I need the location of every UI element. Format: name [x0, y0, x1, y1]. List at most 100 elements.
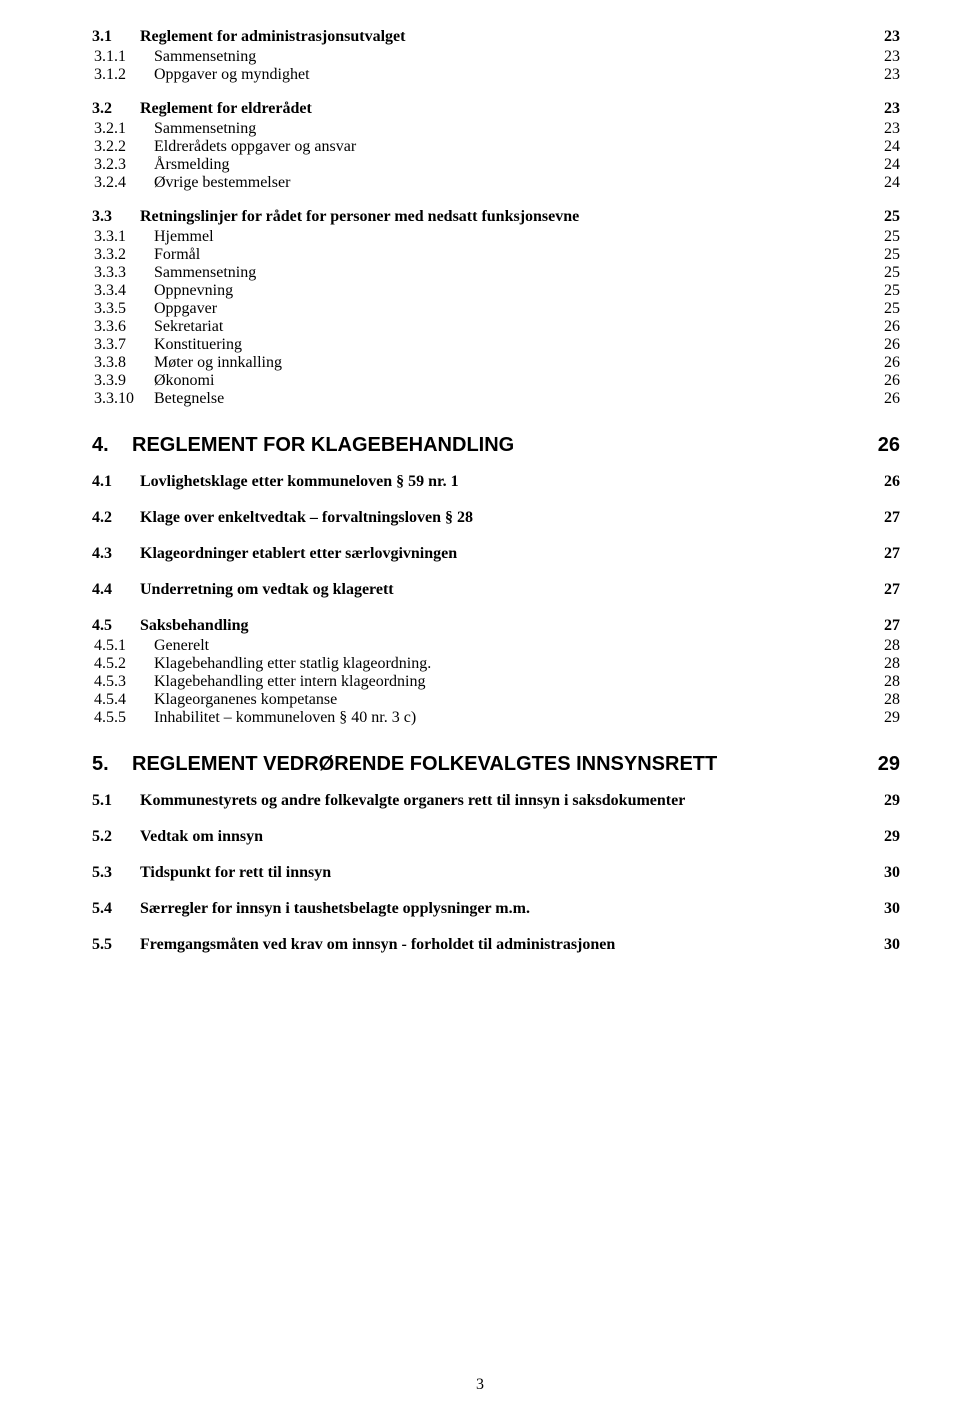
toc-title: Tidspunkt for rett til innsyn [140, 864, 872, 882]
toc-page-ref: 26 [872, 434, 900, 457]
toc-entry: 4.1 Lovlighetsklage etter kommuneloven §… [92, 473, 900, 491]
toc-chapter: 5. REGLEMENT VEDRØRENDE FOLKEVALGTES INN… [92, 753, 900, 776]
toc-title: REGLEMENT VEDRØRENDE FOLKEVALGTES INNSYN… [132, 753, 872, 776]
toc-entry: 3.2 Reglement for eldrerådet 23 [92, 100, 900, 118]
toc-entry: 4.5.2 Klagebehandling etter statlig klag… [94, 655, 900, 673]
toc-entry: 5.1 Kommunestyrets og andre folkevalgte … [92, 792, 900, 810]
toc-entry: 3.3.7 Konstituering 26 [94, 336, 900, 354]
toc-page-ref: 24 [872, 174, 900, 192]
toc-page-ref: 26 [872, 390, 900, 408]
toc-title: Reglement for eldrerådet [140, 100, 872, 118]
toc-page-ref: 23 [872, 66, 900, 84]
toc-entry: 3.2.1 Sammensetning 23 [94, 120, 900, 138]
toc-entry: 3.3.8 Møter og innkalling 26 [94, 354, 900, 372]
toc-page: 3.1 Reglement for administrasjonsutvalge… [0, 0, 960, 1416]
toc-num: 3.1.1 [94, 48, 154, 66]
toc-page-ref: 23 [872, 120, 900, 138]
toc-title: Årsmelding [154, 156, 872, 174]
toc-page-ref: 30 [872, 864, 900, 882]
toc-page-ref: 25 [872, 282, 900, 300]
toc-title: Fremgangsmåten ved krav om innsyn - forh… [140, 936, 872, 954]
toc-page-ref: 24 [872, 156, 900, 174]
toc-num: 4.5 [92, 617, 140, 635]
toc-title: Lovlighetsklage etter kommuneloven § 59 … [140, 473, 872, 491]
toc-entry: 3.3.6 Sekretariat 26 [94, 318, 900, 336]
toc-entry: 3.3.3 Sammensetning 25 [94, 264, 900, 282]
toc-title: Vedtak om innsyn [140, 828, 872, 846]
toc-title: Klagebehandling etter statlig klageordni… [154, 655, 872, 673]
toc-num: 3.3.5 [94, 300, 154, 318]
toc-title: Klageorganenes kompetanse [154, 691, 872, 709]
toc-num: 5. [92, 753, 132, 776]
toc-page-ref: 30 [872, 900, 900, 918]
toc-chapter: 4. REGLEMENT FOR KLAGEBEHANDLING 26 [92, 434, 900, 457]
toc-num: 3.3.9 [94, 372, 154, 390]
toc-page-ref: 30 [872, 936, 900, 954]
toc-entry: 3.1.2 Oppgaver og myndighet 23 [94, 66, 900, 84]
toc-entry: 4.5.3 Klagebehandling etter intern klage… [94, 673, 900, 691]
toc-entry: 4.5.5 Inhabilitet – kommuneloven § 40 nr… [94, 709, 900, 727]
toc-page-ref: 26 [872, 372, 900, 390]
toc-title: Særregler for innsyn i taushetsbelagte o… [140, 900, 872, 918]
toc-entry: 5.3 Tidspunkt for rett til innsyn 30 [92, 864, 900, 882]
toc-entry: 5.4 Særregler for innsyn i taushetsbelag… [92, 900, 900, 918]
toc-num: 4. [92, 434, 132, 457]
toc-title: Retningslinjer for rådet for personer me… [140, 208, 872, 226]
toc-page-ref: 29 [872, 792, 900, 810]
toc-entry: 3.3.10 Betegnelse 26 [94, 390, 900, 408]
toc-page-ref: 26 [872, 336, 900, 354]
toc-title: Saksbehandling [140, 617, 872, 635]
toc-page-ref: 23 [872, 100, 900, 118]
toc-num: 4.5.2 [94, 655, 154, 673]
toc-entry: 4.5 Saksbehandling 27 [92, 617, 900, 635]
toc-title: Oppgaver og myndighet [154, 66, 872, 84]
toc-title: Betegnelse [154, 390, 872, 408]
toc-num: 3.3.3 [94, 264, 154, 282]
toc-num: 3.3.1 [94, 228, 154, 246]
toc-num: 5.2 [92, 828, 140, 846]
toc-num: 4.4 [92, 581, 140, 599]
toc-num: 4.1 [92, 473, 140, 491]
toc-page-ref: 26 [872, 473, 900, 491]
toc-entry: 3.3.5 Oppgaver 25 [94, 300, 900, 318]
toc-title: Hjemmel [154, 228, 872, 246]
toc-title: Oppgaver [154, 300, 872, 318]
toc-entry: 4.5.4 Klageorganenes kompetanse 28 [94, 691, 900, 709]
toc-page-ref: 29 [872, 753, 900, 776]
toc-title: Inhabilitet – kommuneloven § 40 nr. 3 c) [154, 709, 872, 727]
toc-title: Sammensetning [154, 48, 872, 66]
toc-num: 5.4 [92, 900, 140, 918]
toc-page-ref: 27 [872, 545, 900, 563]
toc-title: Møter og innkalling [154, 354, 872, 372]
toc-num: 4.5.4 [94, 691, 154, 709]
toc-page-ref: 26 [872, 354, 900, 372]
toc-title: Kommunestyrets og andre folkevalgte orga… [140, 792, 872, 810]
toc-num: 4.2 [92, 509, 140, 527]
toc-page-ref: 26 [872, 318, 900, 336]
toc-entry: 4.3 Klageordninger etablert etter særlov… [92, 545, 900, 563]
toc-num: 4.5.1 [94, 637, 154, 655]
toc-num: 5.1 [92, 792, 140, 810]
toc-title: Underretning om vedtak og klagerett [140, 581, 872, 599]
toc-entry: 4.4 Underretning om vedtak og klagerett … [92, 581, 900, 599]
toc-title: Oppnevning [154, 282, 872, 300]
toc-num: 3.1 [92, 28, 140, 46]
toc-num: 5.5 [92, 936, 140, 954]
toc-entry: 3.1.1 Sammensetning 23 [94, 48, 900, 66]
toc-entry: 3.3 Retningslinjer for rådet for persone… [92, 208, 900, 226]
toc-entry: 3.3.9 Økonomi 26 [94, 372, 900, 390]
page-number: 3 [0, 1376, 960, 1394]
toc-title: Økonomi [154, 372, 872, 390]
toc-title: Øvrige bestemmelser [154, 174, 872, 192]
toc-num: 3.3.6 [94, 318, 154, 336]
toc-num: 3.2.1 [94, 120, 154, 138]
toc-page-ref: 29 [872, 709, 900, 727]
toc-page-ref: 27 [872, 617, 900, 635]
toc-title: Klage over enkeltvedtak – forvaltningslo… [140, 509, 872, 527]
toc-entry: 3.3.2 Formål 25 [94, 246, 900, 264]
toc-entry: 4.2 Klage over enkeltvedtak – forvaltnin… [92, 509, 900, 527]
toc-title: Reglement for administrasjonsutvalget [140, 28, 872, 46]
toc-title: Eldrerådets oppgaver og ansvar [154, 138, 872, 156]
toc-entry: 3.2.4 Øvrige bestemmelser 24 [94, 174, 900, 192]
toc-num: 3.3.4 [94, 282, 154, 300]
